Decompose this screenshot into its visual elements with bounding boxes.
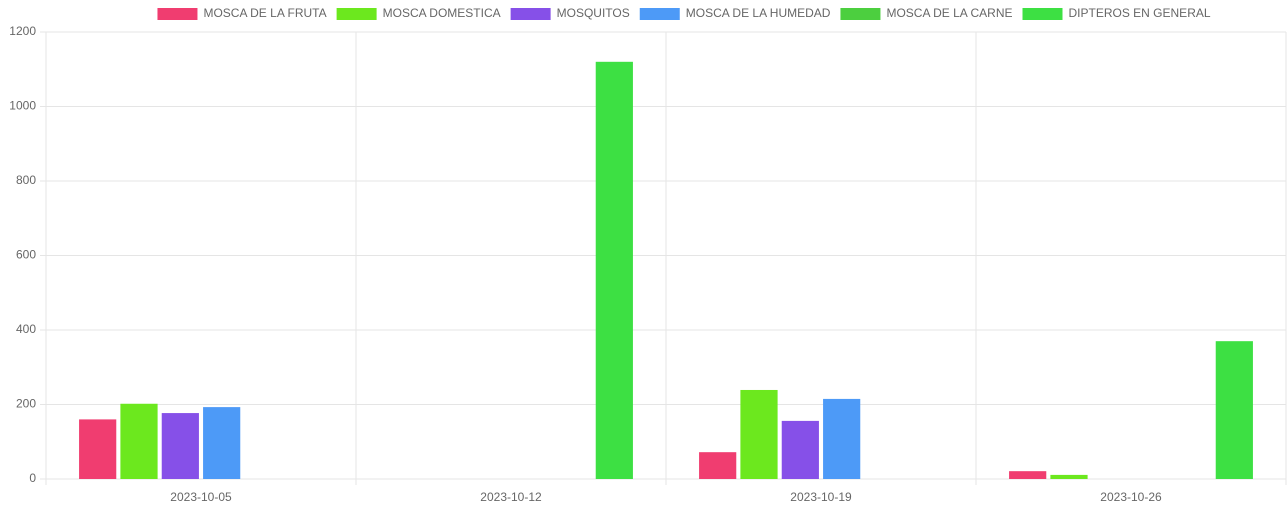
legend-swatch xyxy=(840,8,881,20)
y-tick-label: 1000 xyxy=(9,99,36,113)
x-tick-label: 2023-10-19 xyxy=(790,490,852,504)
legend-swatch xyxy=(157,8,198,20)
bar xyxy=(699,452,737,479)
legend-swatch xyxy=(510,8,551,20)
bar xyxy=(595,61,633,480)
bar xyxy=(823,398,861,479)
legend-swatch xyxy=(336,8,377,20)
y-tick-label: 800 xyxy=(16,173,36,187)
bar xyxy=(79,419,117,479)
legend-label: DIPTEROS EN GENERAL xyxy=(1069,6,1211,20)
legend: MOSCA DE LA FRUTA MOSCA DOMESTICA MOSQUITO… xyxy=(157,6,1211,20)
bar xyxy=(120,403,158,479)
bar xyxy=(740,389,778,479)
bar xyxy=(161,413,199,479)
legend-label: MOSCA DOMESTICA xyxy=(383,6,501,20)
legend-swatch xyxy=(1022,8,1063,20)
bar xyxy=(781,420,819,479)
bar xyxy=(1050,474,1088,479)
legend-label: MOSQUITOS xyxy=(557,6,630,20)
y-tick-label: 0 xyxy=(29,471,36,485)
y-tick-label: 1200 xyxy=(9,24,36,38)
y-tick-label: 600 xyxy=(16,248,36,262)
y-tick-label: 400 xyxy=(16,322,36,336)
x-tick-label: 2023-10-12 xyxy=(480,490,542,504)
bar xyxy=(203,407,241,479)
x-tick-label: 2023-10-05 xyxy=(170,490,232,504)
bar xyxy=(1009,471,1047,479)
bar xyxy=(1215,341,1253,479)
legend-swatch xyxy=(639,8,680,20)
legend-label: MOSCA DE LA HUMEDAD xyxy=(686,6,831,20)
x-tick-label: 2023-10-26 xyxy=(1100,490,1162,504)
legend-label: MOSCA DE LA FRUTA xyxy=(203,6,326,20)
legend-label: MOSCA DE LA CARNE xyxy=(886,6,1012,20)
y-tick-label: 200 xyxy=(16,397,36,411)
